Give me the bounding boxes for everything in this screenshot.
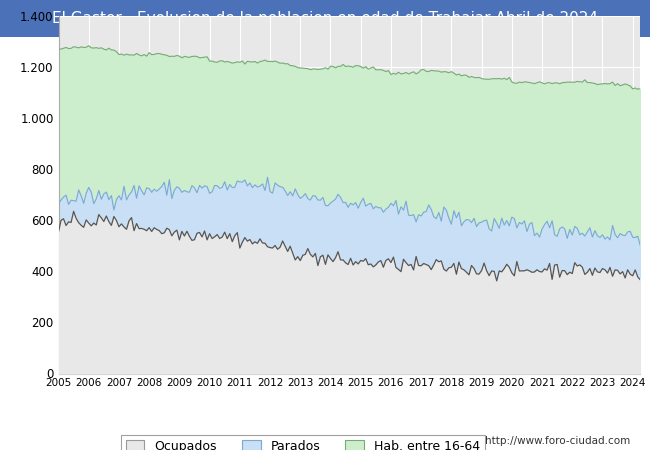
Text: El Gastor - Evolucion de la poblacion en edad de Trabajar Abril de 2024: El Gastor - Evolucion de la poblacion en… bbox=[52, 11, 598, 26]
Legend: Ocupados, Parados, Hab. entre 16-64: Ocupados, Parados, Hab. entre 16-64 bbox=[120, 435, 485, 450]
Text: FORO-CIUDAD.COM: FORO-CIUDAD.COM bbox=[168, 196, 531, 229]
Text: http://www.foro-ciudad.com: http://www.foro-ciudad.com bbox=[486, 436, 630, 446]
